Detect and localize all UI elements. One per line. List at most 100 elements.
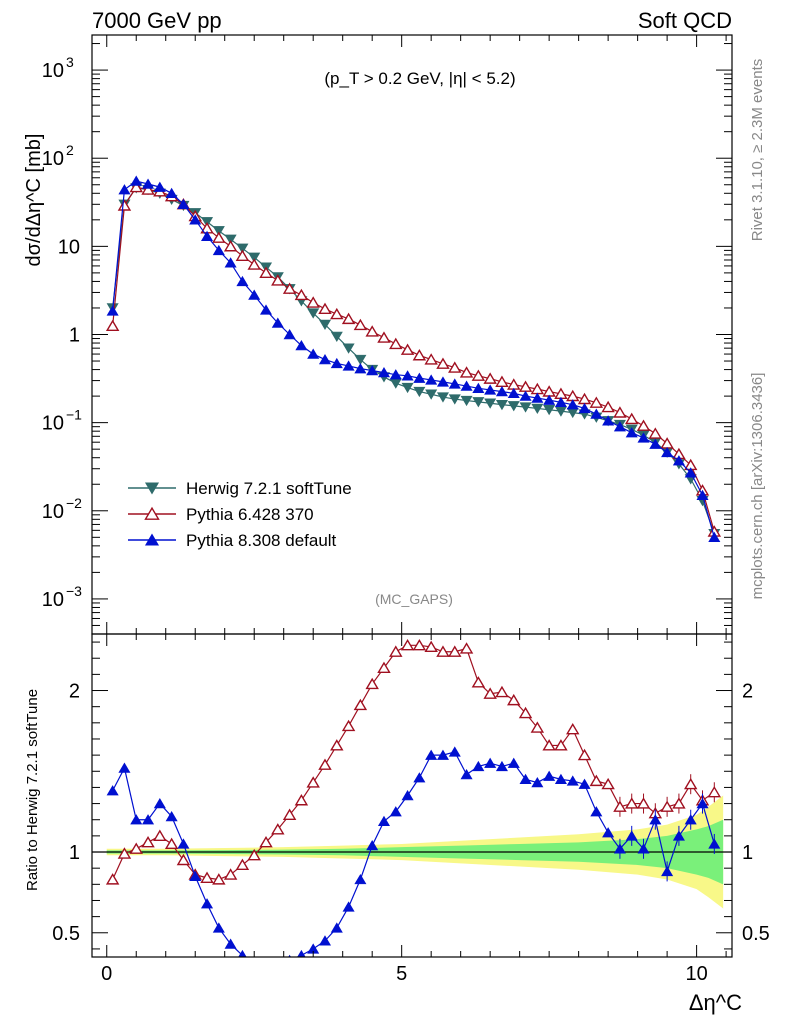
data-point — [507, 378, 521, 390]
ratio-data-point — [542, 739, 556, 751]
ratio-data-point — [602, 827, 615, 838]
y-tick-label: 10 — [42, 501, 64, 523]
x-axis-label: Δη^C — [689, 990, 742, 1015]
data-point — [341, 312, 356, 325]
data-point — [330, 307, 344, 320]
ratio-data-point — [247, 848, 261, 861]
data-point — [590, 408, 603, 419]
data-point — [401, 382, 414, 394]
ratio-data-point — [507, 757, 520, 768]
ratio-data-point — [589, 774, 604, 787]
ratio-data-point — [566, 775, 579, 786]
data-point — [212, 244, 225, 256]
data-point — [389, 369, 402, 380]
x-tick-label: 10 — [685, 963, 707, 985]
ratio-data-point — [165, 810, 178, 822]
ratio-data-point — [448, 746, 461, 757]
y-tick-exponent: −1 — [66, 407, 82, 423]
data-point — [531, 392, 544, 403]
ratio-data-point — [105, 873, 120, 885]
x-tick-label: 0 — [101, 963, 112, 985]
data-point — [354, 363, 367, 374]
ratio-data-point — [707, 785, 722, 798]
legend-label: Pythia 6.428 370 — [186, 505, 314, 524]
data-point — [507, 401, 520, 412]
ratio-data-point — [436, 645, 450, 657]
data-point — [400, 343, 415, 355]
data-point — [224, 234, 237, 245]
ratio-y-tick-label-right: 1 — [742, 842, 753, 864]
y-tick-exponent: −3 — [66, 583, 82, 599]
ratio-data-point — [613, 800, 627, 812]
data-point — [531, 403, 544, 414]
ratio-data-point — [696, 798, 709, 809]
data-point — [424, 353, 438, 365]
ratio-data-point — [238, 949, 247, 957]
data-point — [141, 183, 155, 195]
data-point — [130, 175, 143, 186]
data-point — [330, 331, 343, 343]
ratio-data-point — [223, 868, 238, 880]
data-point — [248, 252, 261, 263]
ratio-data-point — [613, 843, 626, 854]
data-point — [283, 328, 296, 340]
data-point — [342, 343, 355, 354]
data-point — [247, 258, 261, 270]
ratio-data-point — [129, 842, 143, 854]
ratio-data-point — [353, 698, 368, 711]
ratio-data-point — [424, 640, 438, 653]
source-label: mcplots.cern.ch [arXiv:1306.3436] — [749, 373, 766, 600]
data-point — [236, 243, 249, 254]
ratio-data-point — [200, 898, 214, 909]
data-point — [200, 230, 214, 242]
ratio-data-point — [413, 772, 426, 783]
data-point — [648, 427, 663, 439]
ratio-y-tick-label: 2 — [69, 681, 80, 703]
ratio-data-point — [282, 808, 297, 820]
data-point — [484, 384, 497, 395]
data-point — [354, 354, 367, 366]
data-point — [342, 360, 355, 371]
ratio-data-point — [177, 838, 190, 849]
data-point — [436, 392, 449, 403]
ratio-data-point — [294, 794, 309, 806]
ratio-data-point — [142, 814, 155, 825]
data-point — [436, 376, 449, 387]
data-point — [472, 382, 485, 394]
legend: Herwig 7.2.1 softTune Pythia 6.428 370 Pyt… — [128, 479, 352, 550]
ratio-data-point — [590, 806, 603, 817]
data-point — [495, 386, 508, 397]
data-point — [471, 369, 486, 381]
analysis-annotation: (MC_GAPS) — [375, 591, 453, 607]
data-point — [307, 308, 320, 319]
ratio-y-tick-label-right: 0.5 — [742, 923, 770, 945]
ratio-data-point — [518, 706, 533, 719]
ratio-data-point — [224, 938, 237, 949]
ratio-data-point — [318, 758, 332, 770]
data-point — [223, 240, 238, 252]
data-point — [118, 184, 131, 195]
ratio-data-point — [189, 870, 202, 881]
ratio-data-point — [271, 823, 285, 835]
ratio-data-point — [212, 922, 225, 933]
data-point — [495, 399, 508, 411]
data-point — [589, 396, 604, 408]
data-point — [577, 392, 592, 405]
ratio-data-point — [425, 749, 438, 760]
data-point — [318, 353, 332, 365]
ratio-data-point — [483, 687, 497, 699]
ratio-data-point — [661, 865, 674, 877]
y-tick-exponent: 3 — [66, 54, 74, 70]
data-point — [307, 348, 320, 359]
data-point — [519, 390, 532, 401]
ratio-data-point — [412, 638, 427, 651]
data-point — [602, 415, 615, 426]
ratio-data-point — [625, 830, 638, 841]
data-point — [554, 396, 567, 408]
ratio-data-point — [366, 840, 379, 851]
ratio-data-point — [624, 797, 639, 809]
ratio-data-point — [130, 814, 143, 825]
data-point — [189, 214, 202, 225]
data-point — [224, 257, 237, 268]
